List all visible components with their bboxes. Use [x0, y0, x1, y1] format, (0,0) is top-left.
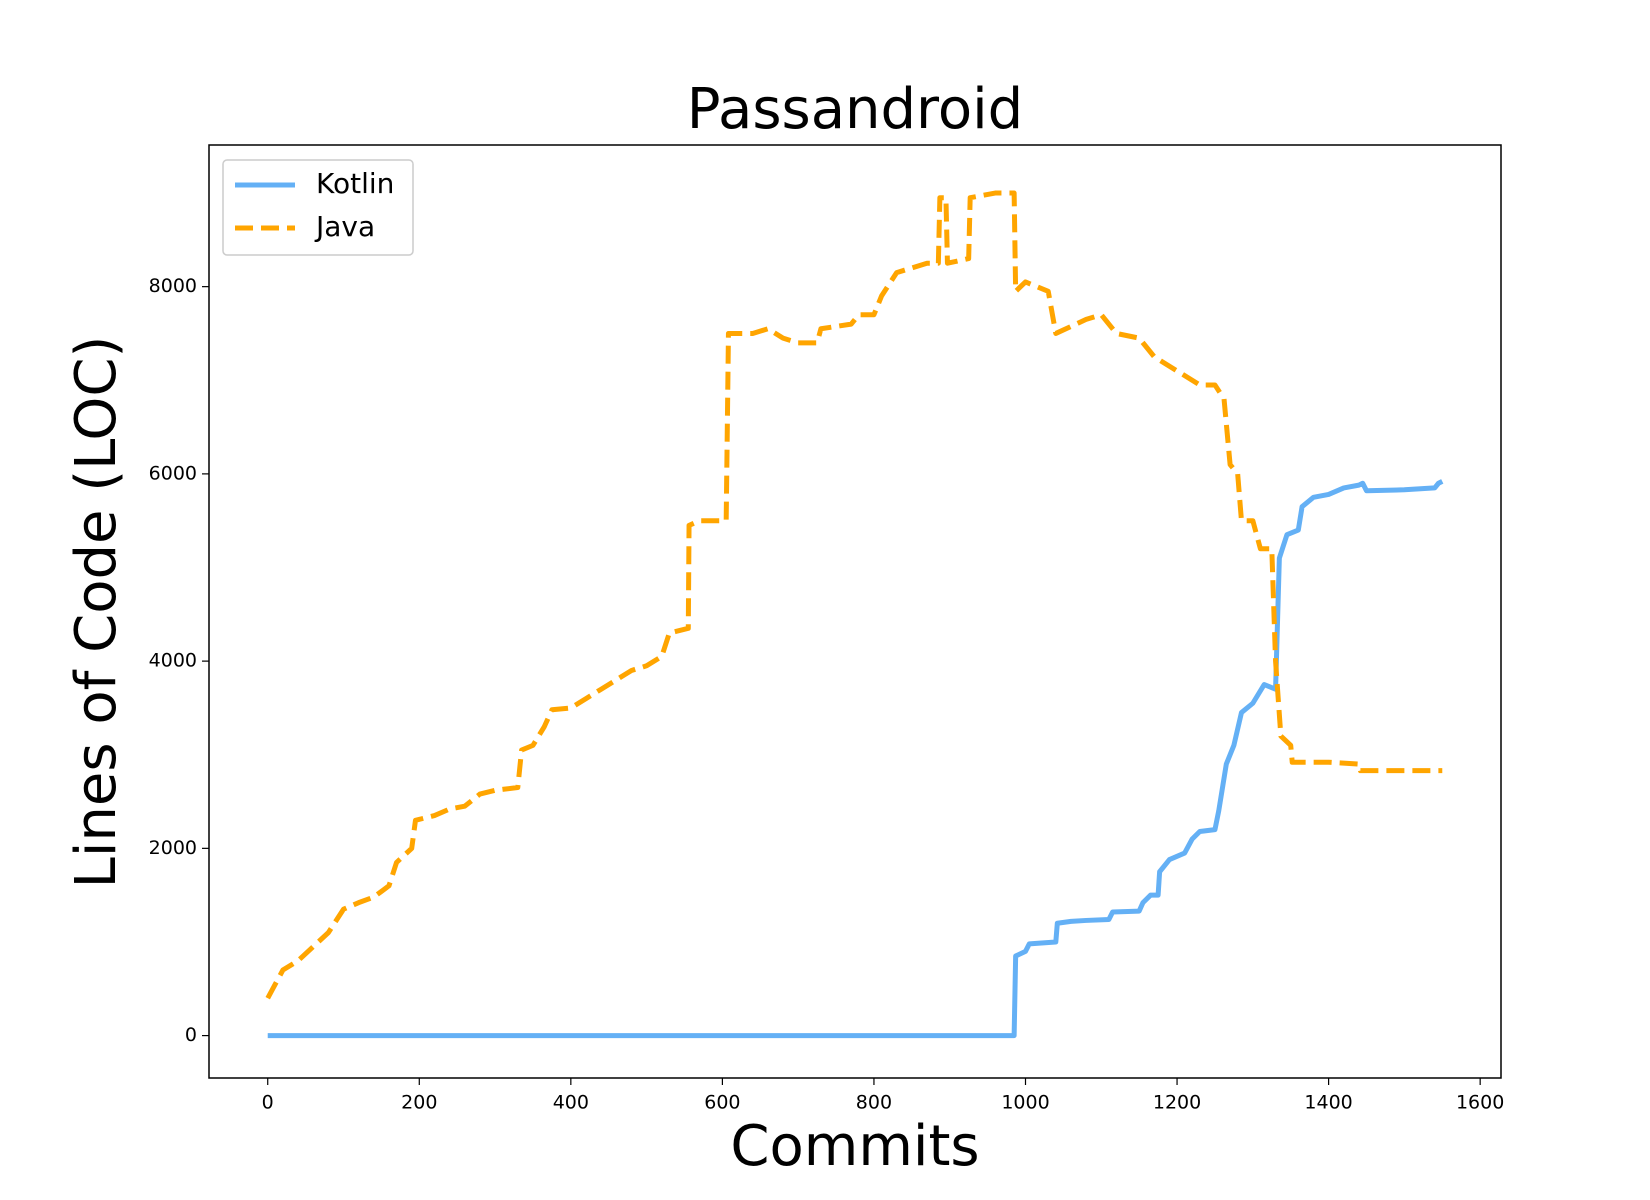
x-tick-label: 1200 [1153, 1092, 1201, 1114]
x-tick-label: 1400 [1304, 1092, 1352, 1114]
y-tick-label: 0 [185, 1024, 197, 1046]
y-axis-label: Lines of Code (LOC) [64, 336, 129, 889]
y-tick-label: 4000 [149, 650, 197, 672]
y-tick-label: 2000 [149, 837, 197, 859]
x-tick-label: 0 [262, 1092, 274, 1114]
y-tick-label: 6000 [149, 462, 197, 484]
x-tick-label: 600 [704, 1092, 740, 1114]
x-axis-label: Commits [730, 1114, 979, 1179]
x-tick-label: 1000 [1001, 1092, 1049, 1114]
plot-frame [208, 144, 1502, 1079]
x-tick-label: 800 [856, 1092, 892, 1114]
y-tick-label: 8000 [149, 275, 197, 297]
line-series [267, 479, 1444, 1039]
chart-title: Passandroid [687, 77, 1023, 142]
x-tick-label: 200 [401, 1092, 437, 1114]
legend-label: Kotlin [316, 167, 394, 200]
legend-label: Java [314, 210, 375, 243]
x-tick-label: 400 [553, 1092, 589, 1114]
line-series [265, 190, 1443, 1000]
x-tick-label: 1600 [1456, 1092, 1504, 1114]
